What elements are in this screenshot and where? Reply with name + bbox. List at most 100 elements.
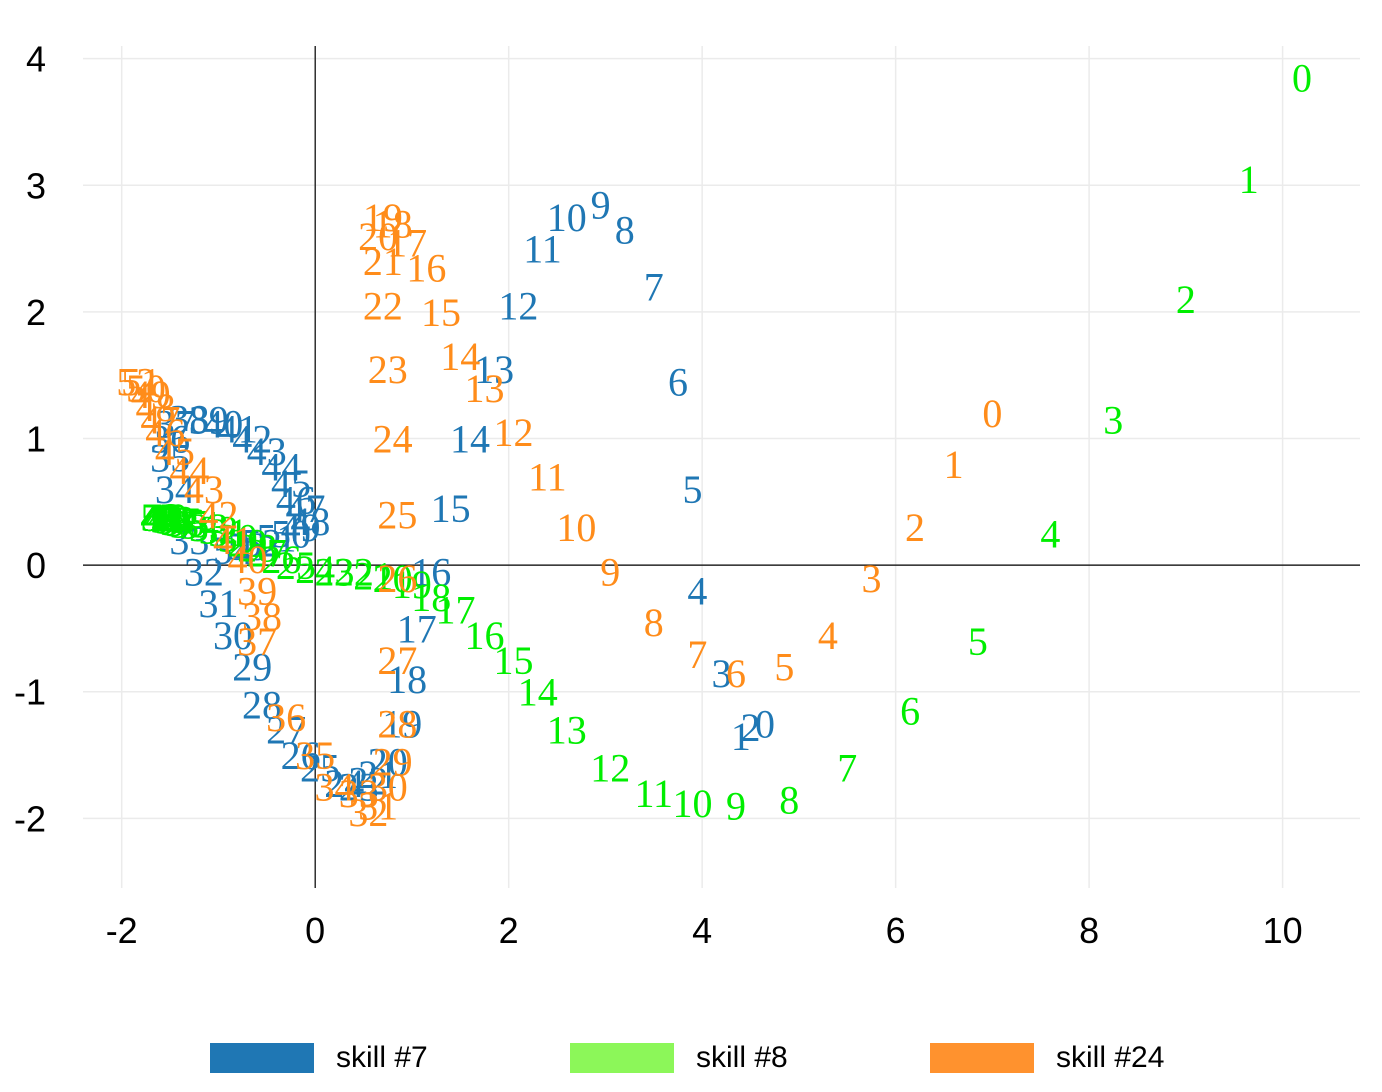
y-tick-label: -2 — [14, 798, 46, 839]
point-label: 35 — [295, 733, 335, 778]
point-label: 26 — [261, 537, 301, 582]
point-label: 8 — [779, 777, 799, 822]
point-label: 44 — [141, 495, 181, 540]
point-label: 52 — [242, 520, 282, 565]
point-label: 6 — [668, 360, 688, 405]
point-label: 0 — [1292, 56, 1312, 101]
point-label: 29 — [227, 520, 267, 565]
point-label: 49 — [140, 495, 180, 540]
point-label: 33 — [169, 518, 209, 563]
point-label: 22 — [334, 549, 374, 594]
point-label: 32 — [184, 549, 224, 594]
point-label: 41 — [145, 495, 185, 540]
series-2: 0123456789101112131415161718192021222324… — [116, 195, 1002, 835]
point-label: 49 — [281, 505, 321, 550]
point-label: 25 — [300, 746, 340, 791]
point-label: 12 — [590, 746, 630, 791]
point-label: 46 — [276, 477, 316, 522]
point-label: 1 — [731, 714, 751, 759]
point-label: 35 — [150, 436, 190, 481]
legend-swatch-skill-8 — [570, 1043, 674, 1073]
point-label: 28 — [237, 525, 277, 570]
point-label: 21 — [358, 752, 398, 797]
point-label: 43 — [142, 495, 182, 540]
point-label: 29 — [373, 739, 413, 784]
point-label: 11 — [635, 771, 674, 816]
point-label: 15 — [431, 486, 471, 531]
point-label: 31 — [198, 581, 238, 626]
x-axis-ticks: -2 0 2 4 6 8 10 — [106, 910, 1303, 951]
point-label: 14 — [440, 334, 480, 379]
point-label: 16 — [411, 549, 451, 594]
point-label: 39 — [189, 398, 229, 443]
point-label: 3 — [1103, 398, 1123, 443]
point-label: 30 — [218, 515, 258, 560]
zero-lines — [83, 46, 1360, 888]
point-label: 18 — [373, 201, 413, 246]
point-label: 50 — [140, 495, 180, 540]
legend-label-skill-8: skill #8 — [696, 1041, 788, 1074]
point-label: 8 — [615, 208, 635, 253]
x-tick-label: 10 — [1263, 910, 1303, 951]
series-0: 0123456789101112131415161718192021222324… — [150, 182, 775, 809]
point-label: 0 — [982, 391, 1002, 436]
x-tick-label: 4 — [692, 910, 712, 951]
legend-item-skill-8: skill #8 — [570, 1040, 788, 1076]
point-label: 26 — [377, 556, 417, 601]
point-label: 37 — [160, 499, 200, 544]
point-label: 36 — [165, 500, 205, 545]
y-tick-label: 3 — [26, 165, 46, 206]
point-label: 10 — [547, 195, 587, 240]
point-label: 33 — [339, 771, 379, 816]
point-label: 2 — [741, 705, 761, 750]
point-label: 28 — [242, 682, 282, 727]
point-label: 7 — [644, 265, 664, 310]
point-label: 20 — [358, 214, 398, 259]
legend-item-skill-24: skill #24 — [930, 1040, 1164, 1076]
point-label: 22 — [348, 758, 388, 803]
point-label: 36 — [266, 695, 306, 740]
point-label: 47 — [286, 486, 326, 531]
point-label: 24 — [324, 761, 364, 806]
point-label: 13 — [464, 366, 504, 411]
y-tick-label: 2 — [26, 292, 46, 333]
x-tick-label: 6 — [886, 910, 906, 951]
point-label: 13 — [474, 347, 514, 392]
point-label: 10 — [556, 505, 596, 550]
point-label: 54 — [140, 495, 180, 540]
point-label: 39 — [237, 568, 277, 613]
point-label: 6 — [726, 651, 746, 696]
point-label: 0 — [755, 701, 775, 746]
point-label: 26 — [281, 733, 321, 778]
point-label: 50 — [126, 366, 166, 411]
point-label: 3 — [861, 556, 881, 601]
point-label: 17 — [435, 587, 475, 632]
point-label: 34 — [315, 765, 355, 810]
point-label: 18 — [387, 657, 427, 702]
legend-label-skill-7: skill #7 — [336, 1041, 428, 1074]
point-label: 19 — [392, 562, 432, 607]
point-label: 17 — [397, 606, 437, 651]
point-label: 33 — [189, 505, 229, 550]
point-label: 21 — [363, 239, 403, 284]
point-label: 42 — [198, 492, 238, 537]
point-label: 1 — [1239, 157, 1259, 202]
legend-item-skill-7: skill #7 — [210, 1040, 428, 1076]
point-label: 41 — [218, 406, 258, 451]
point-label: 38 — [242, 594, 282, 639]
point-label: 16 — [406, 246, 446, 291]
point-label: 36 — [150, 417, 190, 462]
point-label: 50 — [271, 511, 311, 556]
point-label: 4 — [818, 613, 838, 658]
x-tick-label: 0 — [305, 910, 325, 951]
point-label: 3 — [712, 651, 732, 696]
point-label: 40 — [203, 401, 243, 446]
point-label: 30 — [368, 765, 408, 810]
point-label: 52 — [140, 495, 180, 540]
point-label: 27 — [247, 530, 287, 575]
point-label: 38 — [155, 498, 195, 543]
point-label: 48 — [290, 499, 330, 544]
point-label: 48 — [136, 385, 176, 430]
point-label: 29 — [232, 644, 272, 689]
point-label: 23 — [339, 765, 379, 810]
